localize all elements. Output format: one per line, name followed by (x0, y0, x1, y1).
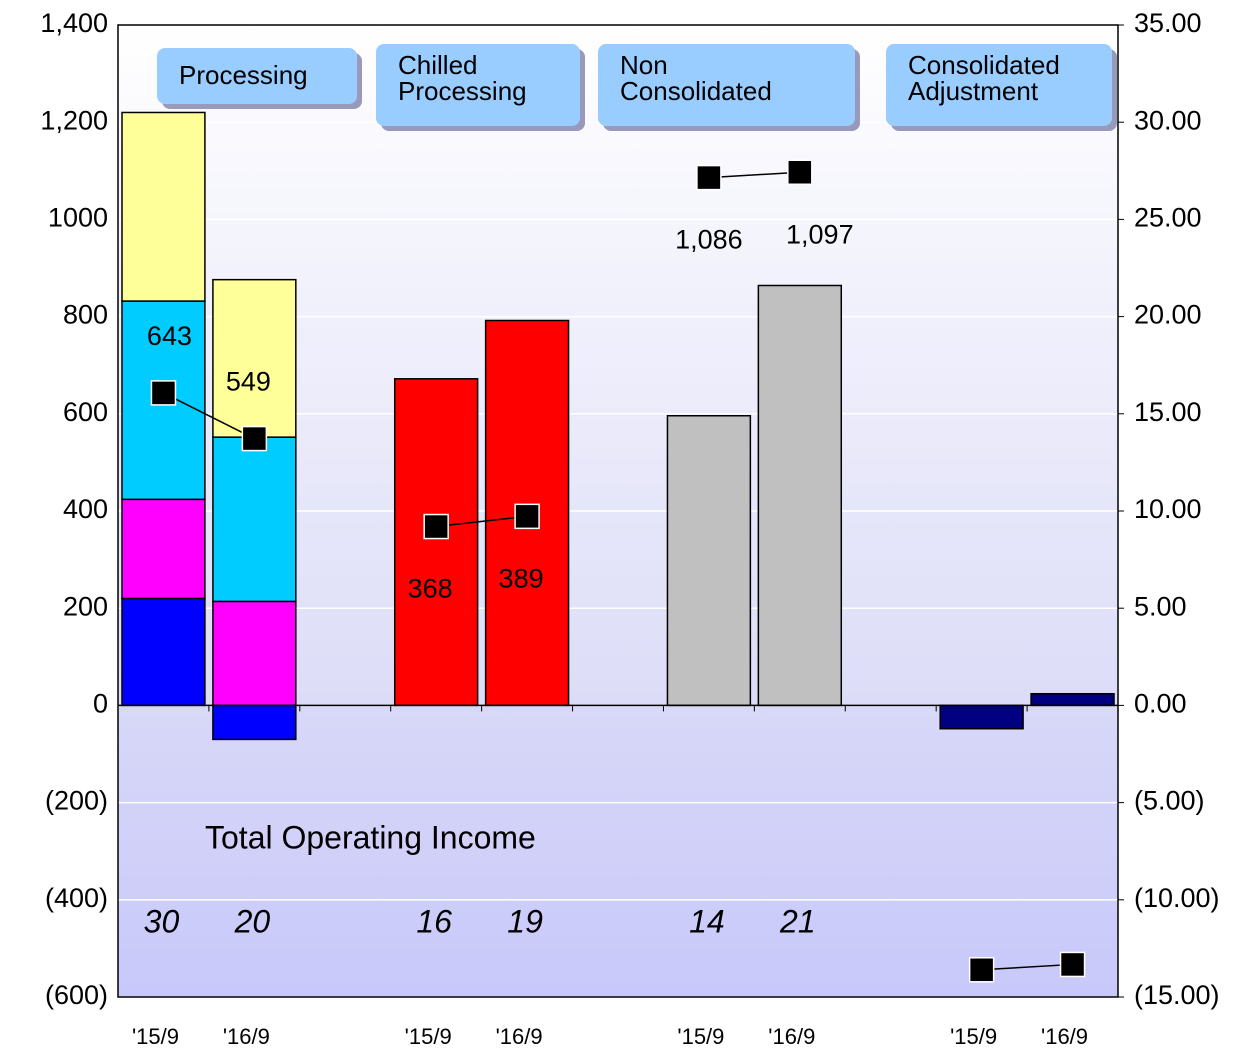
y2-tick-label: 5.00 (1134, 591, 1187, 621)
sales-line (708, 171, 800, 179)
bar-segment (393, 378, 479, 707)
y-tick-label: 0 (93, 689, 108, 719)
x-tick-label: '15/9 (132, 1024, 179, 1049)
sales-marker (150, 380, 177, 406)
plot-border (117, 24, 1119, 998)
y2-tick-label: 30.00 (1134, 105, 1202, 135)
y2-tick-label: 10.00 (1134, 494, 1202, 524)
group-label: Chilled Processing (376, 44, 580, 126)
group-label: Consolidated Adjustment (886, 44, 1112, 126)
sales-label: 389 (499, 563, 544, 593)
x-tick-label: '15/9 (405, 1024, 452, 1049)
y-tick-label: 1,200 (40, 105, 108, 135)
sales-marker (1059, 951, 1086, 978)
y-tick-label: 400 (63, 494, 108, 524)
bar-segment (212, 704, 297, 741)
bar-segment (212, 278, 297, 438)
bar-segment (757, 284, 843, 707)
sales-line (981, 963, 1073, 971)
y-tick-label: 800 (63, 300, 108, 330)
sales-marker (241, 425, 268, 452)
annotation: Total Operating Income (205, 819, 536, 855)
bar-segment (939, 704, 1024, 730)
y2-tick-label: 25.00 (1134, 203, 1202, 233)
bar-segment (121, 498, 206, 600)
bar-segment (666, 414, 752, 707)
x-tick-label: '16/9 (496, 1024, 543, 1049)
sales-marker (423, 513, 449, 540)
bar-segment (121, 597, 206, 707)
total-label: 16 (416, 903, 452, 939)
y2-tick-label: (5.00) (1134, 786, 1205, 816)
y2-tick-label: (10.00) (1134, 883, 1220, 913)
y-tick-label: (200) (45, 786, 108, 816)
x-tick-label: '16/9 (1041, 1024, 1088, 1049)
x-tick-label: '16/9 (223, 1024, 270, 1049)
y-tick-label: 1000 (48, 203, 108, 233)
sales-marker (514, 503, 540, 530)
y2-tick-label: 35.00 (1134, 8, 1202, 38)
sales-line (436, 515, 528, 528)
bar-segment (212, 600, 297, 707)
bar-segment (1030, 692, 1115, 707)
y-tick-label: (400) (45, 883, 108, 913)
y2-tick-label: (15.00) (1134, 980, 1220, 1010)
group-label: Processing (157, 48, 357, 104)
group-label: Non Consolidated (598, 44, 855, 126)
total-label: 19 (507, 903, 543, 939)
sales-marker (968, 957, 995, 983)
y-tick-label: 600 (63, 397, 108, 427)
x-tick-label: '15/9 (677, 1024, 724, 1049)
sales-label: 1,097 (786, 219, 854, 249)
sales-marker (787, 159, 813, 186)
sales-label: 1,086 (675, 225, 743, 255)
x-tick-label: '16/9 (768, 1024, 815, 1049)
total-label: 30 (144, 903, 180, 939)
sales-label: 549 (226, 367, 271, 397)
total-label: 20 (234, 903, 271, 939)
y2-tick-label: 15.00 (1134, 397, 1202, 427)
plot-background (118, 705, 1118, 997)
total-label: 21 (779, 903, 816, 939)
y-tick-label: 200 (63, 591, 108, 621)
y2-tick-label: 0.00 (1134, 689, 1187, 719)
y-tick-label: 1,400 (40, 8, 108, 38)
sales-line (163, 392, 255, 440)
total-label: 14 (689, 903, 725, 939)
bar-segment (121, 111, 206, 302)
x-tick-label: '15/9 (950, 1024, 997, 1049)
y2-tick-label: 20.00 (1134, 300, 1202, 330)
sales-label: 643 (147, 321, 192, 351)
sales-label: 368 (408, 574, 453, 604)
sales-marker (696, 164, 722, 191)
y-tick-label: (600) (45, 980, 108, 1010)
bar-segment (212, 436, 297, 603)
